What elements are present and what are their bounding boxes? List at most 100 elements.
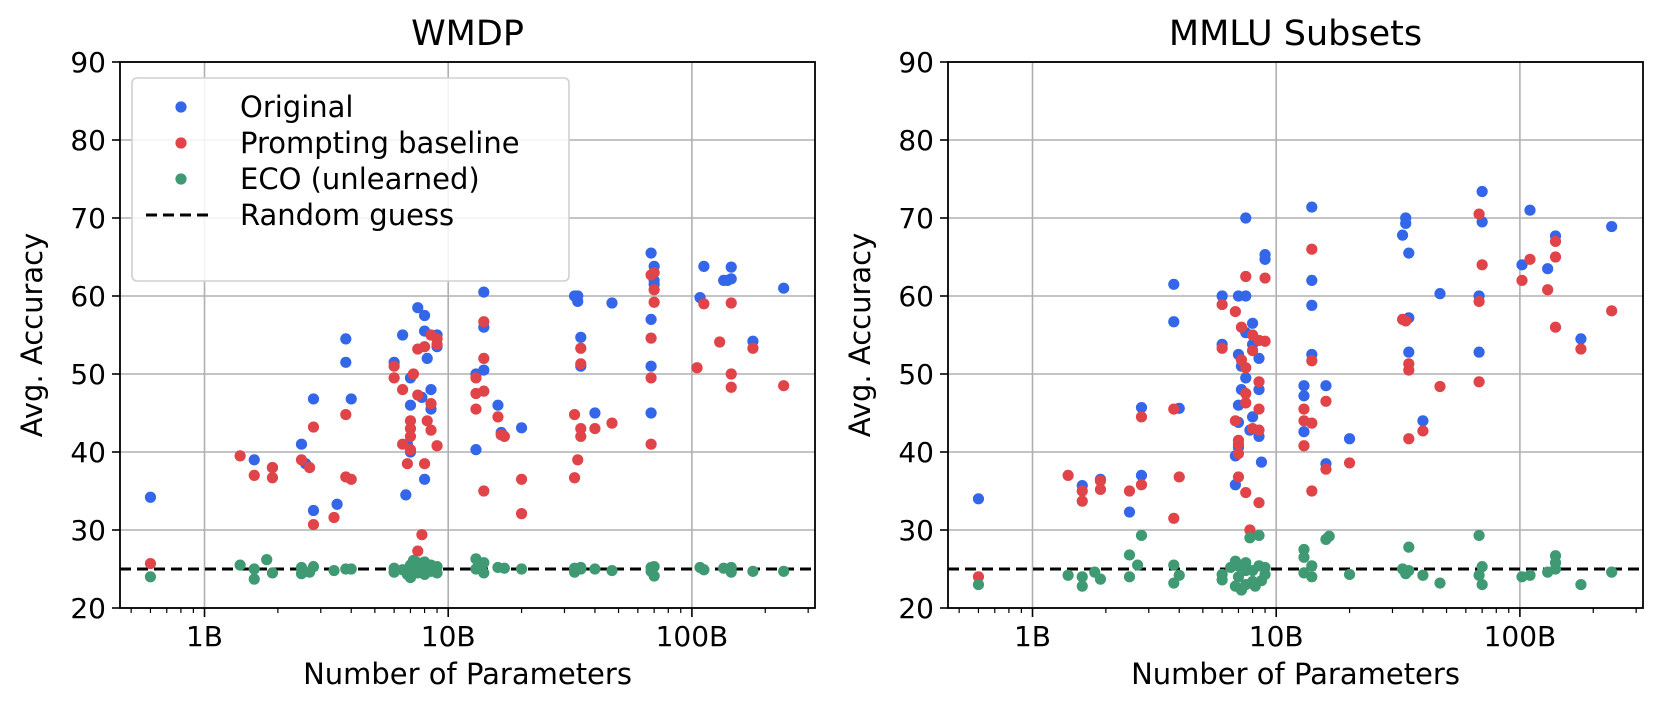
point-prompting (691, 362, 703, 374)
point-prompting (1524, 253, 1536, 265)
point-eco (778, 565, 790, 577)
y-tick-label: 40 (70, 436, 106, 469)
point-original (418, 473, 431, 485)
point-original (307, 504, 320, 517)
point-prompting (1253, 497, 1265, 509)
point-eco (1253, 529, 1265, 542)
point-original (412, 302, 424, 314)
point-original (645, 313, 657, 325)
point-prompting (407, 368, 420, 380)
point-original (725, 261, 737, 273)
point-eco (1173, 569, 1185, 581)
point-prompting (1094, 475, 1107, 487)
point-original (1298, 390, 1310, 402)
point-prompting (1542, 284, 1554, 296)
point-prompting (698, 298, 710, 310)
point-original (248, 454, 260, 466)
point-prompting (1094, 483, 1107, 496)
point-eco (747, 565, 759, 577)
y-tick-label: 50 (70, 358, 106, 391)
point-prompting (425, 398, 437, 410)
point-prompting (1575, 343, 1587, 355)
point-prompting (1417, 425, 1429, 437)
x-tick-label: 100B (656, 620, 729, 653)
point-original (575, 331, 587, 343)
point-eco (345, 563, 357, 575)
point-original (400, 489, 412, 501)
point-eco (1132, 559, 1144, 571)
point-eco (307, 561, 320, 573)
point-eco (1298, 543, 1310, 556)
point-prompting (1549, 251, 1562, 263)
point-prompting (648, 296, 660, 308)
point-prompting (714, 336, 726, 348)
point-prompting (725, 297, 737, 309)
point-original (1135, 469, 1148, 481)
point-original (421, 352, 433, 364)
point-prompting (421, 415, 433, 427)
point-prompting (431, 333, 443, 345)
point-prompting (575, 342, 587, 354)
point-eco (1306, 571, 1318, 583)
legend-label: ECO (unlearned) (240, 162, 480, 196)
point-prompting (388, 372, 400, 384)
point-prompting (725, 381, 737, 393)
point-eco (1549, 563, 1562, 575)
point-prompting (1306, 417, 1318, 429)
point-original (1400, 217, 1412, 230)
point-original (645, 360, 657, 372)
point-prompting (515, 508, 528, 520)
point-eco (1216, 574, 1228, 586)
point-original (1403, 346, 1415, 358)
point-prompting (1306, 243, 1318, 255)
point-prompting (328, 511, 340, 524)
point-prompting (1298, 440, 1310, 452)
point-original (307, 393, 320, 405)
point-original (1255, 456, 1268, 468)
point-prompting (1216, 298, 1228, 311)
point-original (340, 333, 352, 345)
point-original (1298, 426, 1310, 438)
point-eco (431, 561, 443, 573)
point-eco (725, 561, 737, 574)
point-prompting (1076, 485, 1088, 497)
x-tick-label: 100B (1484, 620, 1557, 653)
point-prompting (1253, 376, 1265, 388)
point-prompting (144, 557, 157, 570)
point-eco (972, 579, 985, 591)
point-original (478, 286, 490, 298)
point-original (404, 399, 417, 411)
point-prompting (572, 454, 584, 466)
x-tick-label: 1B (1014, 620, 1051, 653)
point-original (1396, 229, 1409, 241)
y-axis-label: Avg. Accuracy (843, 233, 877, 438)
point-original (1253, 384, 1265, 396)
chart-title: WMDP (411, 14, 524, 54)
point-original (1259, 253, 1271, 265)
point-original (1434, 288, 1446, 300)
point-prompting (470, 403, 482, 415)
legend-label: Prompting baseline (240, 126, 520, 160)
point-prompting (248, 469, 260, 481)
point-eco (1168, 577, 1180, 589)
point-prompting (266, 462, 279, 474)
x-tick-label: 1B (186, 620, 223, 653)
point-original (1246, 317, 1259, 329)
point-prompting (404, 444, 417, 456)
point-prompting (1168, 512, 1180, 524)
point-original (418, 309, 431, 322)
y-tick-label: 40 (898, 436, 934, 469)
point-eco (478, 557, 490, 569)
point-prompting (1606, 305, 1618, 317)
point-prompting (1253, 403, 1265, 415)
point-prompting (1473, 295, 1485, 308)
point-prompting (416, 529, 428, 541)
point-prompting (1216, 342, 1228, 354)
point-original (1542, 263, 1554, 275)
legend-frame (131, 77, 570, 282)
legend-label: Random guess (240, 198, 454, 232)
point-eco (1123, 549, 1136, 561)
point-prompting (1476, 259, 1488, 271)
point-eco (1123, 571, 1136, 583)
